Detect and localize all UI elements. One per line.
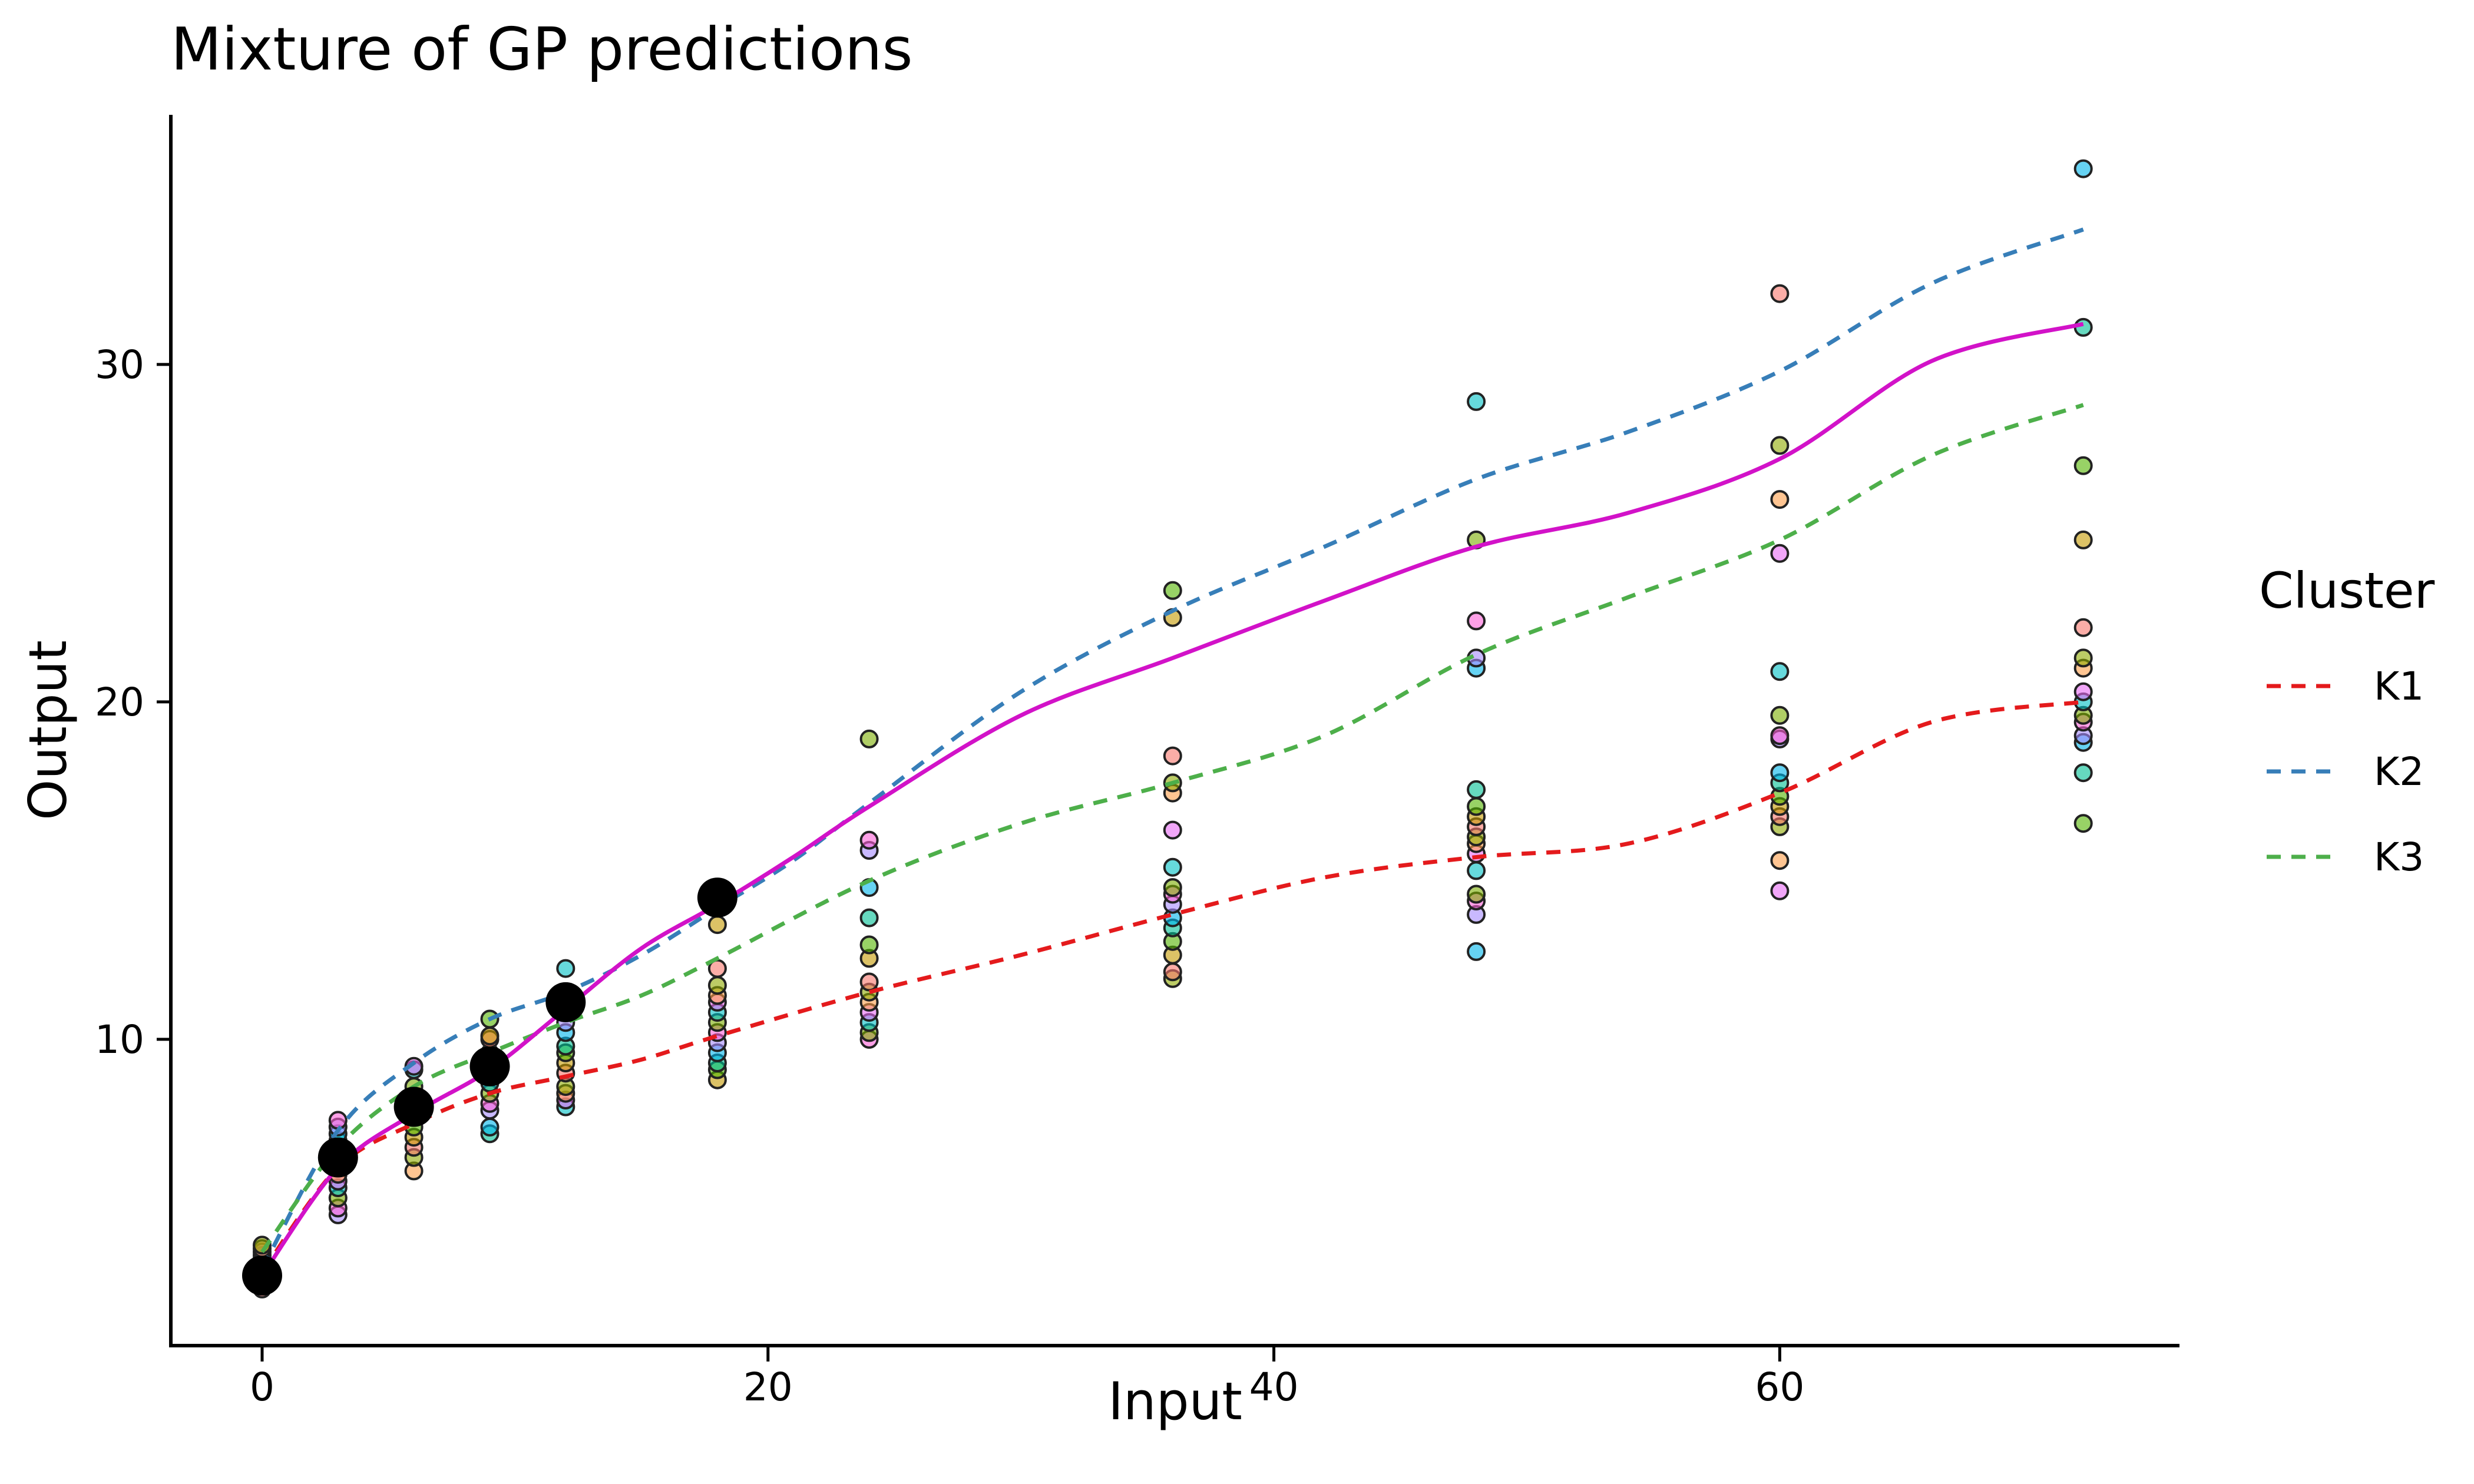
- training-point: [1770, 284, 1790, 303]
- training-point: [556, 959, 575, 978]
- training-point: [1770, 662, 1790, 681]
- training-points: [253, 159, 2093, 1298]
- y-axis-title: Output: [18, 640, 78, 820]
- legend-item-k3: K3: [2267, 834, 2424, 880]
- curve-k1: [260, 700, 2084, 1274]
- x-tick-label: 20: [743, 1364, 793, 1410]
- training-point: [1163, 746, 1182, 766]
- training-point: [1770, 851, 1790, 870]
- x-tick-label: 60: [1755, 1364, 1804, 1410]
- training-point: [1163, 962, 1182, 982]
- legend-item-k1: K1: [2267, 664, 2424, 709]
- training-point: [1467, 861, 1486, 880]
- legend-item-k2: K2: [2267, 749, 2424, 794]
- x-axis-title: Input: [1108, 1371, 1242, 1432]
- training-point: [2073, 814, 2093, 833]
- training-point: [1467, 611, 1486, 631]
- training-point: [480, 1026, 500, 1046]
- x-axis-ticks: 0 20 40 60: [250, 1347, 1804, 1410]
- legend-label-k2: K2: [2374, 749, 2424, 794]
- training-point: [1770, 881, 1790, 900]
- training-point: [1467, 885, 1486, 904]
- observed-point: [545, 982, 586, 1022]
- training-point: [1467, 392, 1486, 411]
- training-point: [1770, 705, 1790, 725]
- y-tick-label: 20: [95, 680, 144, 725]
- training-point: [1770, 490, 1790, 509]
- observed-point: [697, 877, 737, 918]
- y-axis-ticks: 10 20 30: [95, 342, 171, 1062]
- training-point: [859, 908, 879, 928]
- observed-point: [469, 1046, 510, 1086]
- legend-label-k1: K1: [2374, 664, 2424, 709]
- training-point: [1770, 436, 1790, 455]
- training-point: [2073, 317, 2093, 337]
- x-tick-label: 0: [250, 1364, 274, 1410]
- legend: Cluster K1 K2 K3: [2259, 562, 2435, 880]
- training-point: [1163, 857, 1182, 877]
- curve-k2: [260, 227, 2084, 1270]
- training-point: [2073, 618, 2093, 637]
- training-point: [328, 1111, 348, 1130]
- y-tick-label: 10: [95, 1017, 144, 1062]
- training-point: [1163, 581, 1182, 600]
- training-point: [1467, 797, 1486, 816]
- training-point: [480, 1117, 500, 1137]
- training-point: [2073, 648, 2093, 668]
- training-point: [2073, 159, 2093, 178]
- training-point: [707, 915, 727, 935]
- training-point: [2073, 763, 2093, 783]
- training-point: [1770, 763, 1790, 783]
- legend-title: Cluster: [2259, 562, 2435, 620]
- training-point: [2073, 456, 2093, 475]
- observed-point: [242, 1256, 282, 1296]
- training-point: [859, 729, 879, 748]
- observed-points: [242, 877, 737, 1296]
- training-point: [859, 830, 879, 850]
- observed-point: [317, 1137, 358, 1178]
- training-point: [404, 1056, 424, 1076]
- training-point: [1770, 726, 1790, 746]
- training-point: [1770, 544, 1790, 563]
- training-point: [1467, 780, 1486, 799]
- training-point: [1163, 878, 1182, 897]
- training-point: [859, 935, 879, 955]
- y-tick-label: 30: [95, 342, 144, 387]
- observed-point: [393, 1086, 434, 1127]
- x-tick-label: 40: [1249, 1364, 1299, 1410]
- training-point: [859, 972, 879, 992]
- legend-label-k3: K3: [2374, 834, 2424, 880]
- chart-title: Mixture of GP predictions: [171, 15, 913, 84]
- training-point: [2073, 682, 2093, 701]
- training-point: [2073, 530, 2093, 549]
- training-point: [707, 976, 727, 995]
- training-point: [1163, 820, 1182, 840]
- training-point: [1467, 942, 1486, 961]
